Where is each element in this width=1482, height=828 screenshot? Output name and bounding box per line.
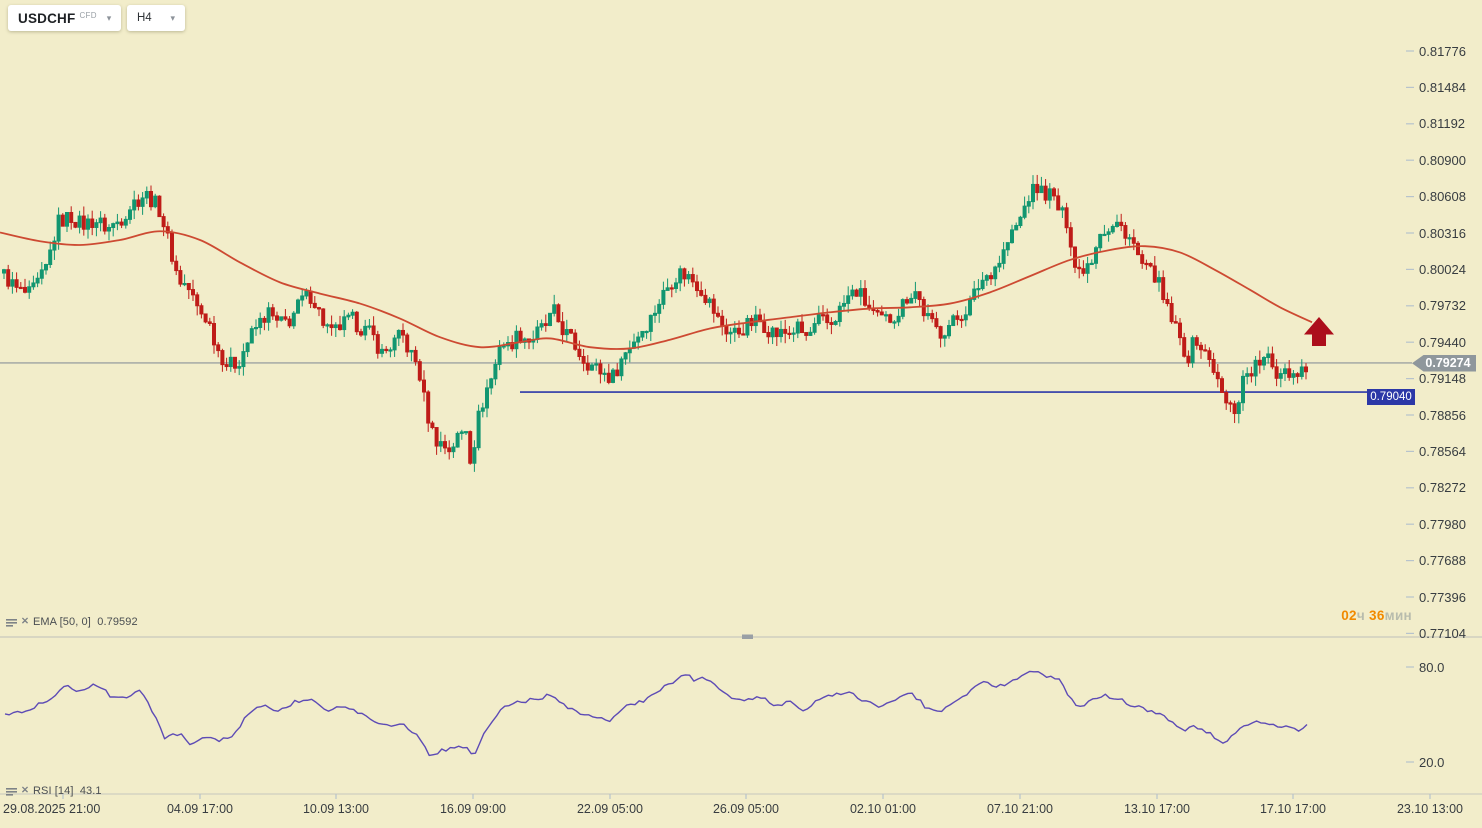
rsi-axis-label: 20.0 [1419, 754, 1445, 770]
current-price-badge: 0.79274 [1412, 355, 1476, 372]
time-axis-label: 07.10 21:00 [986, 802, 1054, 816]
pane-resize-handle[interactable] [742, 634, 753, 640]
ema-line[interactable] [0, 230, 1313, 350]
time-axis-label: 16.09 09:00 [439, 802, 507, 816]
symbol-selector[interactable]: USDCHF CFD ▾ [8, 5, 122, 31]
indicator-settings-icon[interactable] [6, 787, 17, 796]
pane-separators [0, 636, 1482, 795]
time-axis-label: 04.09 17:00 [166, 802, 234, 816]
time-axis-label: 02.10 01:00 [849, 802, 917, 816]
price-axis-label: 0.78272 [1419, 480, 1466, 496]
price-axis-label: 0.78856 [1419, 407, 1466, 423]
price-axis-label: 0.77980 [1419, 516, 1466, 532]
up-arrow-annotation [1304, 317, 1334, 346]
symbol-name: USDCHF [18, 10, 76, 26]
bar-countdown-timer: 02ч 36мин [1341, 608, 1412, 623]
price-axis-label: 0.77104 [1419, 625, 1466, 641]
price-axis-label: 0.78564 [1419, 443, 1466, 459]
ema-label: EMA [50, 0] 0.79592 [32, 616, 138, 628]
price-axis-label: 0.77396 [1419, 589, 1466, 605]
bull-candles [2, 175, 1304, 472]
price-axis-label: 0.77688 [1419, 553, 1466, 569]
current-price-value: 0.79274 [1425, 356, 1471, 371]
price-axis-label: 0.81192 [1419, 116, 1466, 132]
price-axis-label: 0.80608 [1419, 189, 1466, 205]
bear-candles [6, 174, 1308, 465]
support-price-value: 0.79040 [1370, 390, 1412, 403]
rsi-label: RSI [14] 43.1 [32, 785, 102, 797]
price-axis-label: 0.79732 [1419, 298, 1466, 314]
time-axis-label: 22.09 05:00 [576, 802, 644, 816]
interval-value: H4 [137, 12, 152, 24]
time-axis-label: 13.10 17:00 [1123, 802, 1191, 816]
time-axis-label: 29.08.2025 21:00 [3, 802, 101, 816]
symbol-type-label: CFD [79, 10, 97, 20]
price-axis-label: 0.81484 [1419, 79, 1466, 95]
ema-indicator-legend: ✕ EMA [50, 0] 0.79592 [6, 616, 138, 628]
price-axis-label: 0.79440 [1419, 334, 1466, 350]
rsi-indicator-legend: ✕ RSI [14] 43.1 [6, 785, 102, 797]
support-price-badge: 0.79040 [1367, 389, 1415, 405]
price-axis-label: 0.80316 [1419, 225, 1466, 241]
rsi-line[interactable] [4, 670, 1308, 757]
time-axis-label: 26.09 05:00 [712, 802, 780, 816]
axis-ticks [62, 50, 1431, 799]
time-axis-label: 23.10 13:00 [1396, 802, 1464, 816]
rsi-axis-label: 80.0 [1419, 659, 1445, 675]
time-axis-label: 17.10 17:00 [1259, 802, 1327, 816]
interval-selector[interactable]: H4 ▾ [127, 5, 185, 31]
indicator-settings-icon[interactable] [6, 618, 17, 627]
chevron-down-icon: ▾ [106, 12, 112, 23]
time-axis-label: 10.09 13:00 [302, 802, 370, 816]
price-axis-label: 0.80024 [1419, 261, 1466, 277]
candles-layer [2, 174, 1308, 472]
price-axis-label: 0.81776 [1419, 43, 1466, 59]
indicator-close-icon[interactable]: ✕ [21, 785, 29, 797]
price-axis-label: 0.79148 [1419, 371, 1466, 387]
chevron-down-icon: ▾ [170, 12, 175, 23]
indicator-close-icon[interactable]: ✕ [21, 616, 29, 628]
price-axis-label: 0.80900 [1419, 152, 1466, 168]
